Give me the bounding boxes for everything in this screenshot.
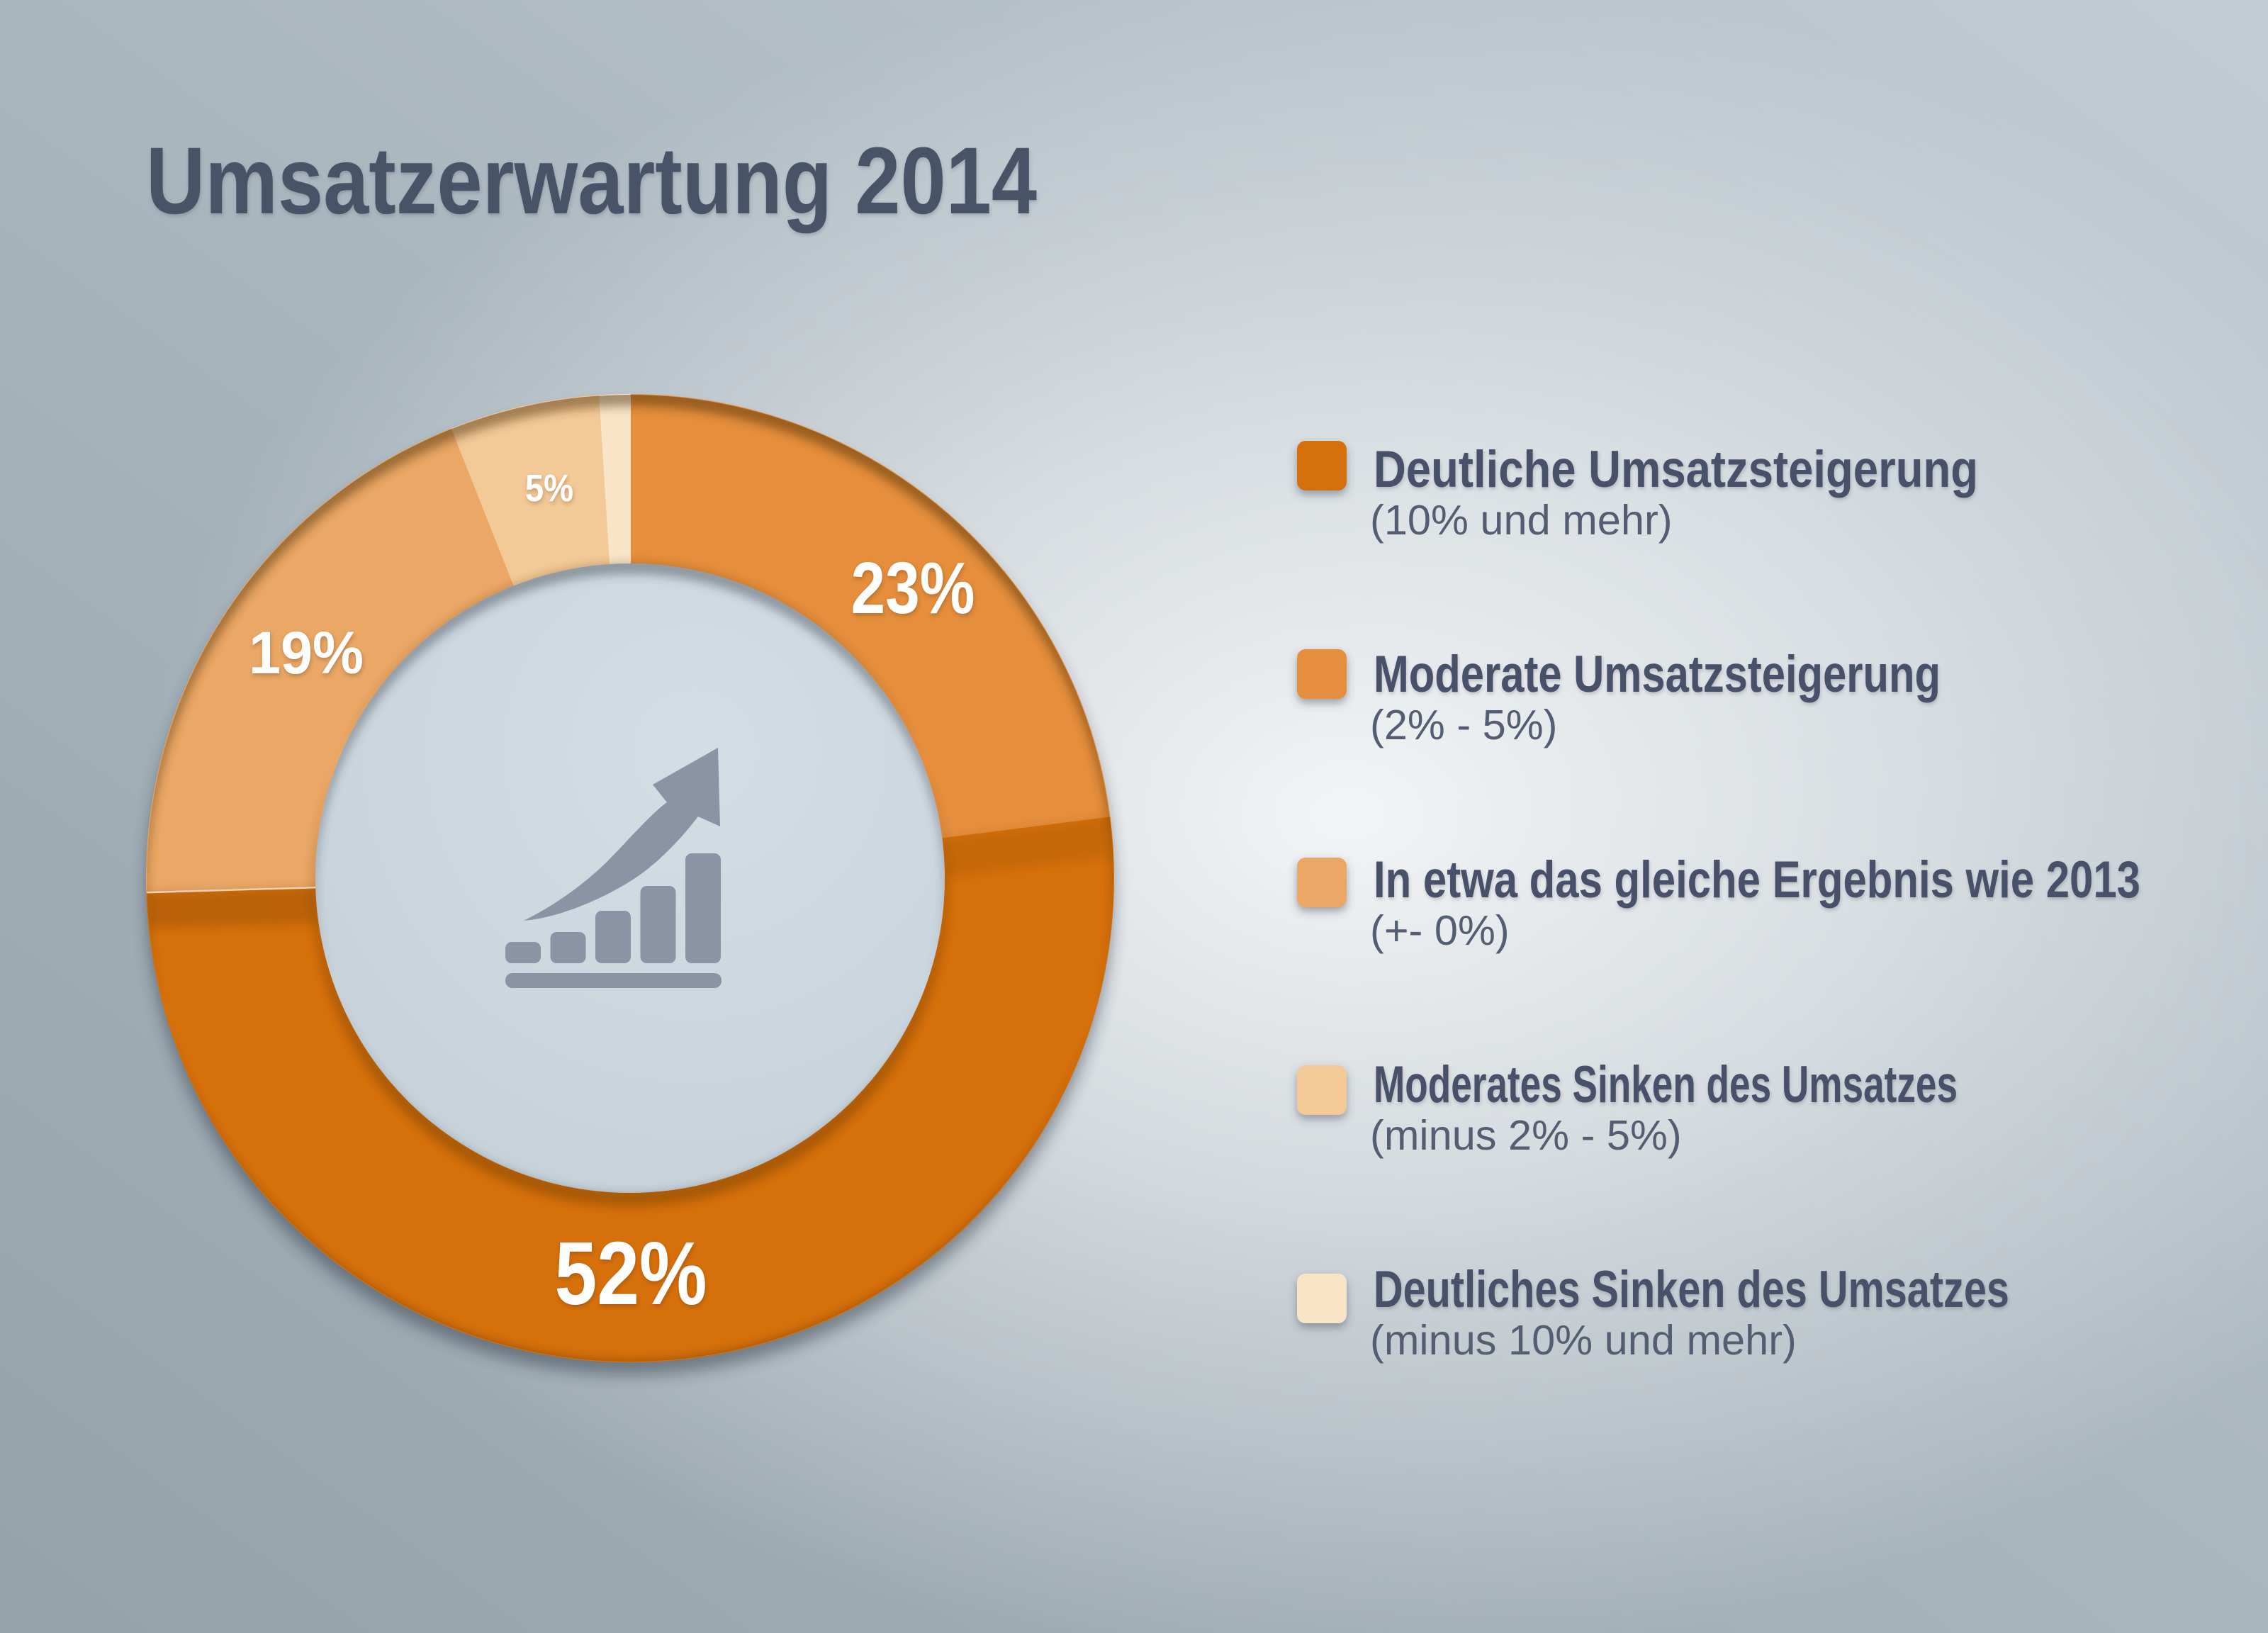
svg-text:Umsatzerwartung 2014: Umsatzerwartung 2014 bbox=[146, 128, 1037, 234]
svg-text:Deutliches Sinken des Umsatzes: Deutliches Sinken des Umsatzes bbox=[1374, 1261, 2009, 1318]
svg-text:Moderate Umsatzsteigerung: Moderate Umsatzsteigerung bbox=[1374, 646, 1941, 703]
svg-text:In etwa das gleiche Ergebnis w: In etwa das gleiche Ergebnis wie 2013 bbox=[1374, 851, 2140, 909]
svg-text:(minus 2% - 5%): (minus 2% - 5%) bbox=[1370, 1111, 1682, 1159]
svg-text:(+- 0%): (+- 0%) bbox=[1370, 907, 1510, 954]
svg-text:(minus 10% und mehr): (minus 10% und mehr) bbox=[1370, 1316, 1797, 1364]
svg-text:(2% - 5%): (2% - 5%) bbox=[1370, 701, 1558, 748]
svg-text:Moderates Sinken des Umsatzes: Moderates Sinken des Umsatzes bbox=[1374, 1056, 1958, 1113]
svg-text:Deutliche Umsatzsteigerung: Deutliche Umsatzsteigerung bbox=[1374, 441, 1978, 498]
svg-text:(10% und mehr): (10% und mehr) bbox=[1370, 496, 1673, 544]
svg-text:5%: 5% bbox=[525, 467, 573, 510]
svg-text:23%: 23% bbox=[851, 547, 975, 629]
svg-text:19%: 19% bbox=[249, 619, 364, 686]
svg-text:52%: 52% bbox=[555, 1223, 707, 1323]
